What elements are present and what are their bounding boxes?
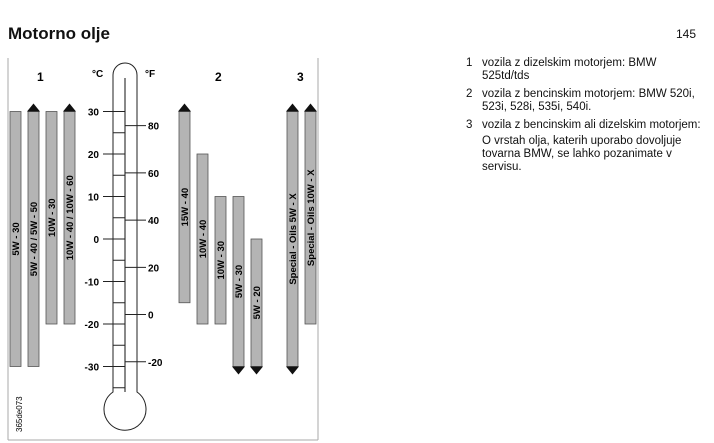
oil-bar: 10W - 30 bbox=[45, 111, 58, 325]
oil-bar-rect bbox=[214, 196, 227, 325]
celsius-label: °C bbox=[92, 69, 103, 80]
page-number: 145 bbox=[676, 27, 697, 41]
legend-item: 3 vozila z bencinskim ali dizelskim motor… bbox=[466, 119, 706, 132]
oil-bar: 5W - 30 bbox=[232, 196, 245, 375]
celsius-tick-label: 20 bbox=[88, 150, 100, 161]
oil-bar: 10W - 40 bbox=[196, 153, 209, 325]
fahrenheit-tick-label: 0 bbox=[148, 311, 154, 322]
arrow-up-icon bbox=[178, 103, 191, 112]
oil-bar-label: 10W - 30 bbox=[47, 198, 58, 237]
fahrenheit-tick-label: 40 bbox=[148, 216, 160, 227]
celsius-tick-label: 10 bbox=[88, 193, 100, 204]
oil-bar: Special - Oils 5W - X bbox=[286, 103, 299, 375]
legend-item: 2 vozila z bencinskim motorjem: BMW 520i,… bbox=[466, 88, 706, 114]
group-label-1: 1 bbox=[37, 70, 44, 84]
arrow-down-icon bbox=[286, 366, 299, 375]
group-label-3: 3 bbox=[297, 70, 304, 84]
legend-num: 1 bbox=[466, 57, 473, 69]
oil-bar: 10W - 30 bbox=[214, 196, 227, 325]
arrow-up-icon bbox=[63, 103, 76, 112]
celsius-tick-label: 30 bbox=[88, 108, 100, 119]
celsius-tick-label: -20 bbox=[85, 320, 100, 331]
celsius-tick-label: -10 bbox=[85, 278, 100, 289]
oil-bar-label: 5W - 20 bbox=[252, 286, 263, 319]
oil-bar-rect bbox=[45, 111, 58, 325]
oil-bar: 10W - 40 / 10W - 60 bbox=[63, 103, 76, 325]
oil-bar-rect bbox=[9, 111, 22, 367]
legend-num: 3 bbox=[466, 119, 473, 131]
arrow-down-icon bbox=[250, 366, 263, 375]
oil-bar-label: 10W - 30 bbox=[216, 241, 227, 280]
legend-text: vozila z dizelskim motorjem: BMW 525td/t… bbox=[482, 57, 657, 82]
oil-bar-rect bbox=[196, 153, 209, 325]
oil-bar: 5W - 30 bbox=[9, 111, 22, 367]
oil-bar-label: Special - Oils 10W - X bbox=[306, 169, 317, 266]
oil-bar-label: 5W - 30 bbox=[234, 265, 245, 298]
page-title: Motorno olje bbox=[8, 24, 110, 43]
oil-bar: Special - Oils 10W - X bbox=[304, 103, 317, 325]
oil-bar: 15W - 40 bbox=[178, 103, 191, 304]
arrow-up-icon bbox=[27, 103, 40, 112]
oil-bar-label: 5W - 30 bbox=[11, 222, 22, 255]
fahrenheit-label: °F bbox=[145, 69, 155, 80]
fahrenheit-tick-label: 20 bbox=[148, 263, 160, 274]
group-label-2: 2 bbox=[215, 70, 222, 84]
legend-text: vozila z bencinskim ali dizelskim motorj… bbox=[482, 119, 701, 131]
arrow-down-icon bbox=[232, 366, 245, 375]
legend-text: vozila z bencinskim motorjem: BMW 520i, … bbox=[482, 88, 695, 113]
oil-bar-label: 10W - 40 bbox=[198, 220, 209, 259]
oil-bar-label: 10W - 40 / 10W - 60 bbox=[65, 175, 76, 260]
service-note: O vrstah olja, katerih uporabo dovoljuje… bbox=[482, 135, 682, 173]
celsius-tick-label: -30 bbox=[85, 363, 100, 374]
fahrenheit-tick-label: 80 bbox=[148, 122, 160, 133]
oil-bar: 5W - 40 / 5W - 50 bbox=[27, 103, 40, 367]
figure-code: 365de073 bbox=[15, 396, 24, 432]
legend-list: 1 vozila z dizelskim motorjem: BMW 525td/… bbox=[466, 57, 706, 174]
celsius-tick-label: 0 bbox=[93, 235, 99, 246]
arrow-up-icon bbox=[286, 103, 299, 112]
fahrenheit-tick-label: 60 bbox=[148, 169, 160, 180]
legend-item: 1 vozila z dizelskim motorjem: BMW 525td/… bbox=[466, 57, 706, 83]
arrow-up-icon bbox=[304, 103, 317, 112]
oil-bar-label: 5W - 40 / 5W - 50 bbox=[29, 202, 40, 276]
oil-bar: 5W - 20 bbox=[250, 238, 263, 375]
legend-num: 2 bbox=[466, 88, 473, 100]
oil-bar-label: 15W - 40 bbox=[180, 188, 191, 227]
oil-bar-label: Special - Oils 5W - X bbox=[288, 193, 299, 285]
fahrenheit-tick-label: -20 bbox=[148, 358, 163, 369]
